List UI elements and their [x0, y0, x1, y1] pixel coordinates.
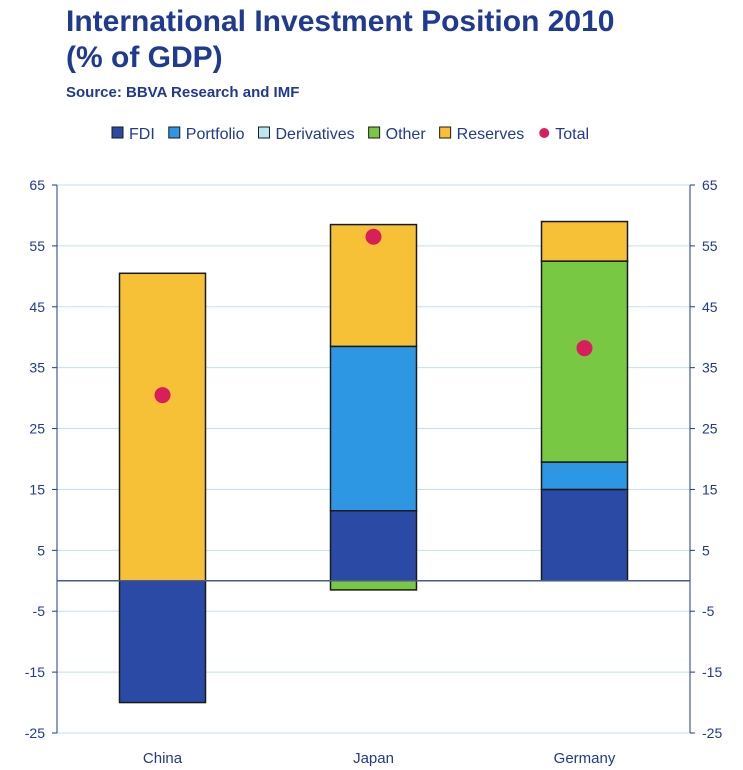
y-tick-label-left: 35	[29, 360, 45, 376]
legend-label-derivatives: Derivatives	[275, 126, 354, 143]
legend-label-other: Other	[386, 126, 427, 143]
y-tick-label-left: -15	[25, 664, 45, 680]
legend-label-portfolio: Portfolio	[186, 126, 245, 143]
chart-title: International Investment Position 2010 (…	[66, 4, 614, 76]
bar-segment-reserves-china	[118, 272, 207, 582]
title-line-2: (% of GDP)	[66, 41, 223, 74]
legend-label-fdi: FDI	[129, 126, 155, 143]
y-tick-label-right: 65	[702, 177, 718, 193]
bar-segment-other-japan	[329, 580, 418, 591]
bar-segment-fdi-china	[118, 580, 207, 704]
y-tick-label-right: 45	[702, 299, 718, 315]
y-tick-label-right: -15	[702, 664, 722, 680]
legend-swatch-reserves	[439, 126, 452, 139]
legend-swatch-other	[368, 126, 381, 139]
y-tick-label-left: -25	[25, 725, 45, 741]
bar-segment-fdi-japan	[329, 510, 418, 582]
y-tick-label-left: 65	[29, 177, 45, 193]
bar-segment-portfolio-germany	[540, 461, 629, 491]
legend-swatch-derivatives	[257, 126, 270, 139]
y-tick-label-right: 55	[702, 238, 718, 254]
bar-segment-reserves-japan	[329, 223, 418, 348]
legend-swatch-fdi	[111, 126, 124, 139]
total-marker-japan	[365, 228, 382, 245]
x-category-label: Germany	[554, 750, 616, 767]
legend-label-reserves: Reserves	[457, 126, 525, 143]
legend-swatch-total	[539, 128, 550, 138]
y-tick-label-left: 45	[29, 299, 45, 315]
x-category-label: China	[143, 750, 183, 767]
bar-segment-reserves-germany	[540, 220, 629, 262]
y-tick-label-left: 15	[29, 481, 45, 497]
chart-source: Source: BBVA Research and IMF	[66, 84, 300, 101]
total-marker-germany	[576, 340, 593, 357]
bar-segment-portfolio-japan	[329, 345, 418, 512]
y-tick-label-left: -5	[33, 603, 46, 619]
total-marker-china	[154, 387, 171, 404]
title-line-1: International Investment Position 2010	[66, 5, 615, 38]
bar-segment-other-germany	[540, 260, 629, 463]
bar-segment-fdi-germany	[540, 488, 629, 582]
y-tick-label-right: -5	[702, 603, 715, 619]
legend-swatch-portfolio	[168, 126, 181, 139]
y-tick-label-right: 15	[702, 481, 718, 497]
x-category-label: Japan	[353, 750, 394, 767]
y-tick-label-right: -25	[702, 725, 722, 741]
y-tick-label-left: 5	[37, 542, 45, 558]
y-tick-label-left: 25	[29, 421, 45, 437]
legend-label-total: Total	[555, 126, 589, 143]
y-tick-label-right: 25	[702, 421, 718, 437]
y-tick-label-right: 35	[702, 360, 718, 376]
y-tick-label-right: 5	[702, 542, 710, 558]
y-tick-label-left: 55	[29, 238, 45, 254]
